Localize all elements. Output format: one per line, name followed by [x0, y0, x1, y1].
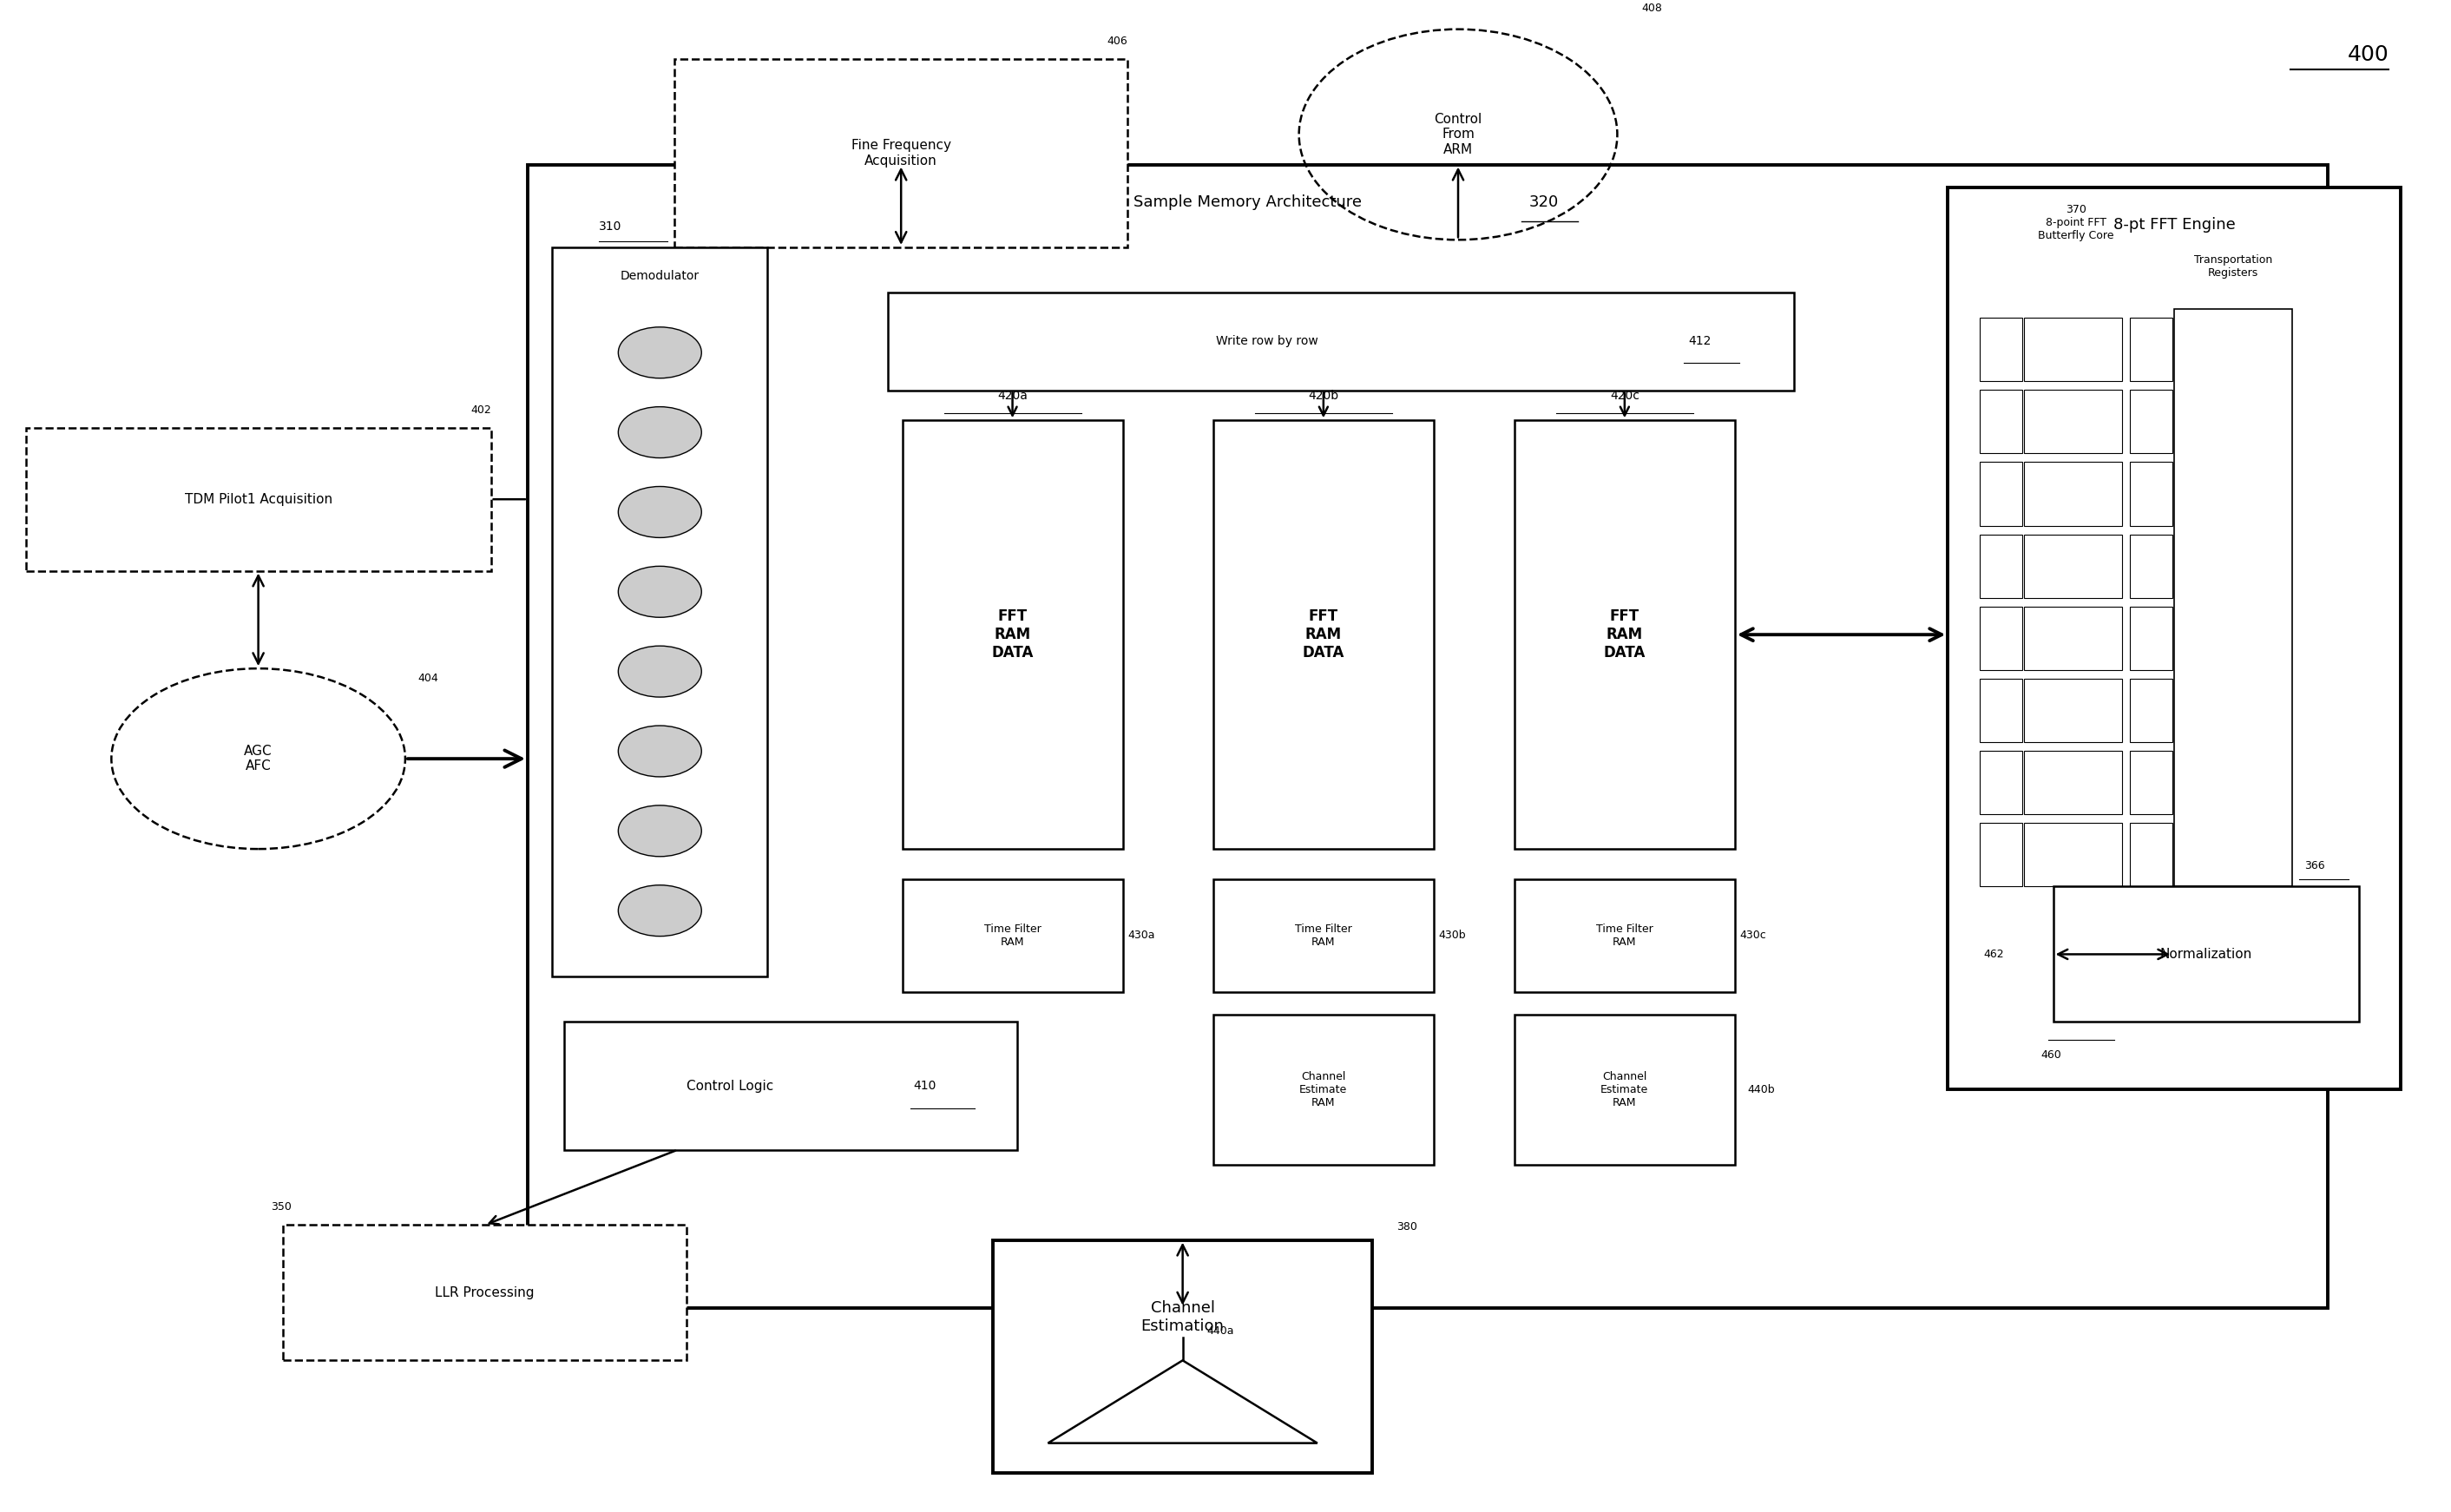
Bar: [551, 248, 767, 977]
Bar: [1980, 318, 2022, 381]
Bar: [2130, 606, 2172, 670]
Bar: [674, 59, 1127, 248]
Bar: [2130, 679, 2172, 742]
Text: Fine Frequency
Acquisition: Fine Frequency Acquisition: [850, 139, 951, 168]
Text: 430c: 430c: [1740, 930, 1767, 940]
Text: Write row by row: Write row by row: [1216, 336, 1319, 348]
Text: 420a: 420a: [998, 390, 1027, 402]
Circle shape: [618, 487, 701, 538]
Text: Time Filter
RAM: Time Filter RAM: [983, 924, 1042, 948]
Text: 8-pt FFT Engine: 8-pt FFT Engine: [2113, 216, 2235, 233]
Text: 430b: 430b: [1439, 930, 1466, 940]
Bar: [887, 292, 1794, 390]
Text: Control
From
ARM: Control From ARM: [1434, 113, 1483, 156]
Bar: [1213, 878, 1434, 992]
Circle shape: [618, 806, 701, 856]
Text: Normalization: Normalization: [2159, 948, 2252, 960]
Circle shape: [618, 885, 701, 936]
Bar: [1980, 606, 2022, 670]
Bar: [25, 428, 490, 570]
Bar: [2130, 318, 2172, 381]
Bar: [527, 165, 2328, 1308]
Text: 420c: 420c: [1610, 390, 1640, 402]
Text: 400: 400: [2348, 44, 2390, 65]
Text: Control Logic: Control Logic: [686, 1080, 772, 1092]
Text: Time Filter
RAM: Time Filter RAM: [1294, 924, 1353, 948]
Text: TDM Pilot1 Acquisition: TDM Pilot1 Acquisition: [184, 493, 333, 507]
Text: 440b: 440b: [1748, 1084, 1775, 1095]
Bar: [1980, 751, 2022, 815]
Text: AGC
AFC: AGC AFC: [245, 745, 272, 773]
Text: 460: 460: [2042, 1049, 2061, 1060]
Bar: [1980, 679, 2022, 742]
Text: LLR Processing: LLR Processing: [436, 1287, 534, 1299]
Text: Channel
Estimation: Channel Estimation: [1142, 1300, 1223, 1334]
Text: Time Filter
RAM: Time Filter RAM: [1596, 924, 1652, 948]
Bar: [993, 1240, 1373, 1473]
Bar: [2025, 534, 2123, 597]
Bar: [2130, 534, 2172, 597]
Bar: [2130, 390, 2172, 454]
Circle shape: [618, 726, 701, 777]
Text: 440a: 440a: [1208, 1326, 1235, 1337]
Bar: [282, 1225, 686, 1361]
Circle shape: [618, 565, 701, 617]
Text: 402: 402: [471, 405, 490, 416]
Text: 410: 410: [914, 1080, 936, 1092]
Text: 420b: 420b: [1309, 390, 1338, 402]
Text: 310: 310: [598, 221, 623, 233]
Bar: [1949, 187, 2402, 1090]
Bar: [1515, 1015, 1735, 1164]
Bar: [2054, 886, 2360, 1022]
Bar: [2025, 318, 2123, 381]
Bar: [902, 878, 1123, 992]
Bar: [2025, 679, 2123, 742]
Text: 462: 462: [1983, 948, 2005, 960]
Bar: [902, 420, 1123, 848]
Bar: [2130, 823, 2172, 886]
Bar: [1213, 420, 1434, 848]
Text: 408: 408: [1642, 3, 1662, 14]
Bar: [2025, 823, 2123, 886]
Bar: [2174, 308, 2292, 886]
Bar: [1980, 823, 2022, 886]
Bar: [2130, 751, 2172, 815]
Bar: [1213, 1015, 1434, 1164]
Circle shape: [618, 327, 701, 378]
Text: 370
8-point FFT
Butterfly Core: 370 8-point FFT Butterfly Core: [2039, 204, 2115, 242]
Text: Demodulator: Demodulator: [620, 269, 699, 283]
Bar: [2130, 463, 2172, 526]
Bar: [1980, 534, 2022, 597]
Text: 404: 404: [417, 673, 439, 683]
Bar: [1515, 878, 1735, 992]
Bar: [1515, 420, 1735, 848]
Text: 406: 406: [1108, 36, 1127, 47]
Text: Channel
Estimate
RAM: Channel Estimate RAM: [1299, 1070, 1348, 1108]
Text: Sample Memory Architecture: Sample Memory Architecture: [1132, 195, 1363, 210]
Bar: [1980, 390, 2022, 454]
Text: FFT
RAM
DATA: FFT RAM DATA: [1301, 609, 1346, 661]
Circle shape: [618, 646, 701, 697]
Bar: [564, 1022, 1017, 1149]
Text: Channel
Estimate
RAM: Channel Estimate RAM: [1601, 1070, 1650, 1108]
Bar: [2025, 463, 2123, 526]
Bar: [2025, 751, 2123, 815]
Text: Transportation
Registers: Transportation Registers: [2194, 254, 2272, 278]
Bar: [1980, 463, 2022, 526]
Text: 412: 412: [1689, 336, 1711, 348]
Text: FFT
RAM
DATA: FFT RAM DATA: [1603, 609, 1645, 661]
Text: 380: 380: [1397, 1222, 1417, 1232]
Text: 320: 320: [1529, 195, 1559, 210]
Text: FFT
RAM
DATA: FFT RAM DATA: [993, 609, 1034, 661]
Circle shape: [618, 407, 701, 458]
Bar: [2025, 390, 2123, 454]
Bar: [2025, 606, 2123, 670]
Text: 366: 366: [2304, 860, 2324, 871]
Text: 350: 350: [270, 1202, 292, 1213]
Text: 430a: 430a: [1127, 930, 1154, 940]
